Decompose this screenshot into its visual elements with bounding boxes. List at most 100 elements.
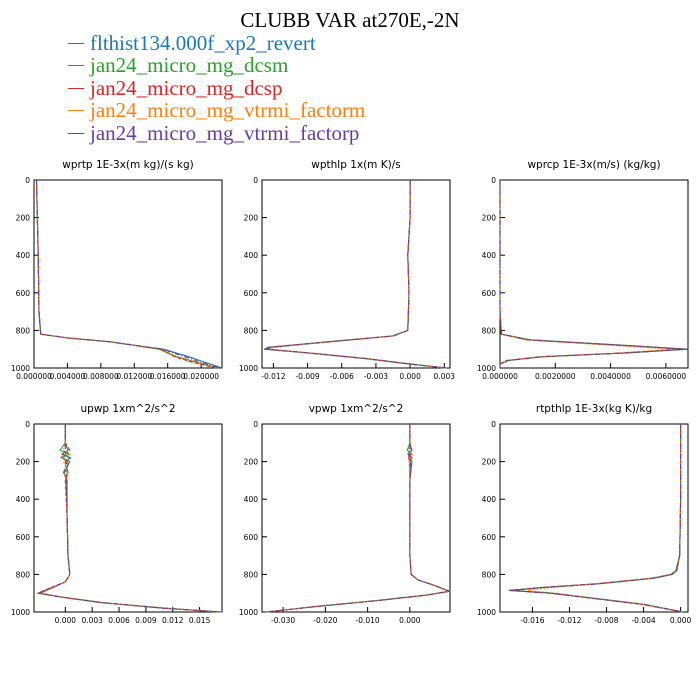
legend-entry-1: flthist134.000f_xp2_revert bbox=[68, 30, 365, 55]
ytick-label: 1000 bbox=[239, 364, 258, 373]
ytick-label: 800 bbox=[16, 570, 31, 579]
series-line-2 bbox=[35, 179, 218, 369]
ytick-label: 800 bbox=[482, 570, 497, 579]
ytick-label: 600 bbox=[244, 289, 259, 298]
series-line-1 bbox=[37, 424, 223, 613]
ytick-label: 0 bbox=[253, 176, 258, 185]
ytick-label: 0 bbox=[25, 420, 30, 429]
series-line-4 bbox=[266, 424, 449, 613]
xtick-label: -0.010 bbox=[356, 616, 380, 625]
panel-title-4: upwp 1xm^2/s^2 bbox=[81, 403, 176, 415]
series-line-3 bbox=[507, 424, 683, 613]
legend-entry-4: jan24_micro_mg_vtrmi_factorm bbox=[68, 98, 366, 123]
xtick-label: -0.004 bbox=[631, 616, 655, 625]
xtick-label: 0.0020000 bbox=[535, 372, 576, 381]
panel-2: wpthlp 1x(m K)/s 0 200 400 600 800 1000-0.012 -… bbox=[239, 159, 455, 381]
xtick-label: 0.008000 bbox=[83, 372, 119, 381]
legend-entry-3: jan24_micro_mg_dcsp bbox=[68, 75, 365, 100]
ytick-label: 600 bbox=[16, 289, 31, 298]
xtick-label: 0.003 bbox=[434, 372, 456, 381]
xtick-label: 0.0040000 bbox=[590, 372, 631, 381]
xtick-label: 0.004000 bbox=[50, 372, 86, 381]
series-line-2 bbox=[267, 424, 450, 613]
ytick-label: 800 bbox=[244, 326, 259, 335]
ytick-label: 400 bbox=[482, 251, 497, 260]
series-line-5 bbox=[37, 424, 222, 613]
ytick-label: 400 bbox=[16, 251, 31, 260]
series-line-5 bbox=[509, 424, 684, 613]
series-line-3 bbox=[35, 179, 217, 369]
xtick-label: 0.000000 bbox=[482, 372, 518, 381]
ytick-label: 200 bbox=[244, 458, 259, 467]
legend-label-2: jan24_micro_mg_dcsm bbox=[90, 53, 289, 78]
legend-swatch-5 bbox=[68, 132, 84, 134]
ytick-label: 1000 bbox=[239, 608, 258, 617]
series-line-3 bbox=[265, 424, 451, 613]
xtick-label: 0.000 bbox=[399, 372, 421, 381]
ytick-label: 200 bbox=[16, 214, 31, 223]
series-line-1 bbox=[35, 179, 223, 369]
series-line-4 bbox=[527, 424, 683, 613]
ytick-label: 400 bbox=[16, 495, 31, 504]
ytick-label: 1000 bbox=[477, 608, 496, 617]
ytick-label: 400 bbox=[482, 495, 497, 504]
ytick-label: 200 bbox=[482, 458, 497, 467]
ytick-label: 600 bbox=[244, 533, 259, 542]
panel-frame-2 bbox=[261, 179, 451, 369]
xtick-label: 0.000000 bbox=[16, 372, 52, 381]
ytick-label: 600 bbox=[482, 289, 497, 298]
xtick-label: -0.012 bbox=[557, 616, 581, 625]
xtick-label: 0.006 bbox=[108, 616, 130, 625]
ytick-label: 800 bbox=[244, 570, 259, 579]
legend: flthist134.000f_xp2_revert jan24_micro_m… bbox=[68, 30, 366, 145]
series-line-4 bbox=[499, 180, 672, 368]
panel-frame-1 bbox=[33, 179, 223, 369]
xtick-label: 0.012000 bbox=[116, 372, 152, 381]
xtick-label: 0.003 bbox=[81, 616, 103, 625]
ytick-label: 400 bbox=[244, 495, 259, 504]
series-line-5 bbox=[266, 424, 450, 613]
ytick-label: 200 bbox=[16, 458, 31, 467]
legend-swatch-4 bbox=[68, 110, 84, 112]
ytick-label: 400 bbox=[244, 251, 259, 260]
ytick-label: 0 bbox=[491, 176, 496, 185]
legend-entry-2: jan24_micro_mg_dcsm bbox=[68, 53, 365, 78]
xtick-label: 0.015 bbox=[189, 616, 211, 625]
xtick-label: 0.020000 bbox=[183, 372, 219, 381]
ytick-label: 0 bbox=[491, 420, 496, 429]
series-line-4 bbox=[269, 180, 445, 369]
xtick-label: -0.003 bbox=[364, 372, 388, 381]
panel-title-2: wpthlp 1x(m K)/s bbox=[311, 159, 401, 171]
panel-frame-4 bbox=[33, 423, 223, 613]
legend-swatch-1 bbox=[68, 42, 84, 44]
xtick-label: -0.009 bbox=[295, 372, 319, 381]
panel-title-1: wprtp 1E-3x(m kg)/(s kg) bbox=[62, 159, 193, 171]
series-line-5 bbox=[35, 179, 221, 369]
ytick-label: 1000 bbox=[11, 608, 30, 617]
xtick-label: 0.012 bbox=[162, 616, 184, 625]
xtick-label: 0.000 bbox=[55, 616, 77, 625]
ytick-label: 800 bbox=[16, 326, 31, 335]
panel-6: rtpthlp 1E-3x(kg K)/kg 0 200 400 600 800 1000 -… bbox=[477, 403, 692, 625]
ytick-label: 600 bbox=[482, 533, 497, 542]
legend-label-1: flthist134.000f_xp2_revert bbox=[90, 30, 316, 55]
xtick-label: -0.030 bbox=[271, 616, 295, 625]
panel-5: vpwp 1xm^2/s^2 0 200 400 600 800 1000 -0.030 -0.… bbox=[239, 403, 451, 625]
xtick-label: -0.020 bbox=[313, 616, 337, 625]
legend-label-4: jan24_micro_mg_vtrmi_factorm bbox=[90, 98, 366, 123]
ytick-label: 0 bbox=[253, 420, 258, 429]
series-line-4 bbox=[35, 179, 219, 369]
figure-title: CLUBB VAR at270E,-2N bbox=[240, 8, 460, 32]
xtick-label: -0.006 bbox=[330, 372, 354, 381]
ytick-label: 600 bbox=[16, 533, 31, 542]
series-line-1 bbox=[266, 424, 451, 613]
panel-frame-6 bbox=[499, 423, 689, 613]
xtick-label: 0.000 bbox=[399, 616, 421, 625]
panel-title-3: wprcp 1E-3x(m/s) (kg/kg) bbox=[527, 159, 660, 171]
ytick-label: 200 bbox=[244, 214, 259, 223]
legend-swatch-3 bbox=[68, 87, 84, 89]
legend-label-3: jan24_micro_mg_dcsp bbox=[90, 75, 283, 100]
panel-title-5: vpwp 1xm^2/s^2 bbox=[309, 403, 404, 415]
series-line-5 bbox=[499, 180, 689, 368]
xtick-label: 0.000 bbox=[670, 616, 692, 625]
